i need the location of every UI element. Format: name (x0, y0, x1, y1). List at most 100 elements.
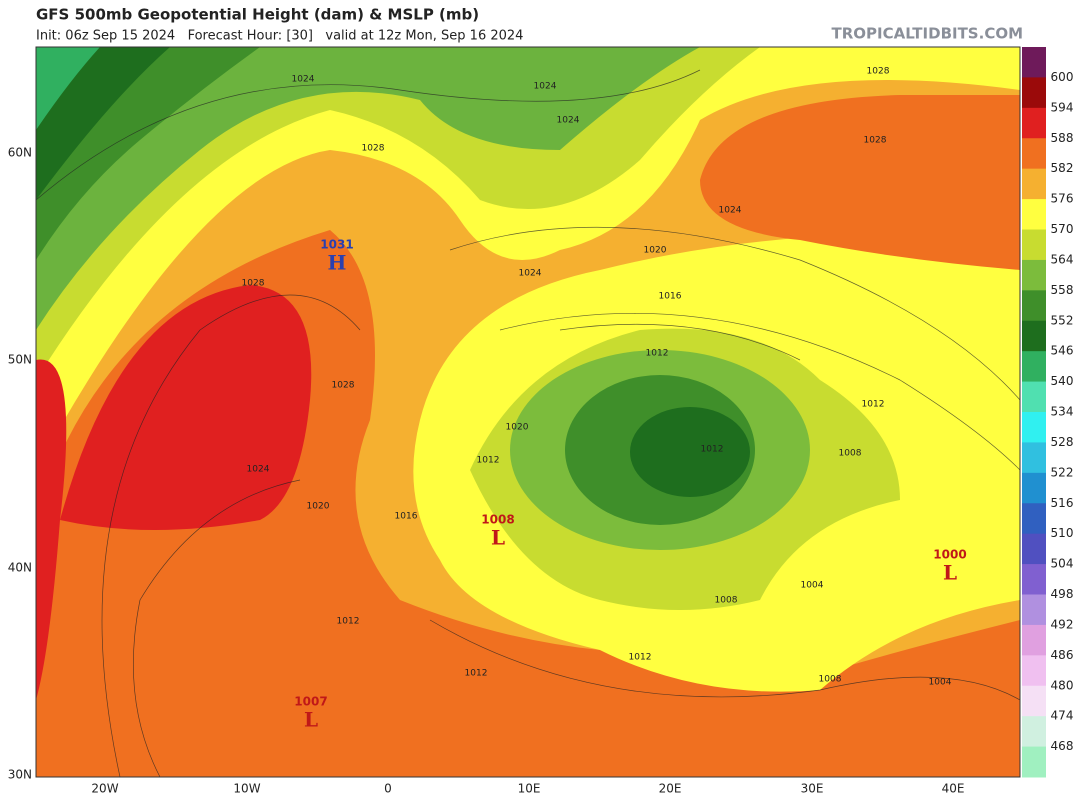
colorbar-cell (1022, 472, 1046, 504)
subtitle: Init: 06z Sep 15 2024 Forecast Hour: [30… (36, 29, 523, 44)
lon-label: 30E (801, 782, 824, 796)
colorbar-cell (1022, 685, 1046, 717)
isobar-label: 1028 (864, 136, 887, 146)
lat-label: 60N (8, 146, 32, 160)
colorbar-label: 480 (1051, 678, 1074, 692)
colorbar-label: 570 (1051, 222, 1074, 236)
colorbar-cell (1022, 746, 1046, 778)
lon-label: 10W (233, 782, 260, 796)
pressure-symbol: L (304, 708, 318, 732)
isobar-label: 1020 (307, 502, 330, 512)
map (35, 46, 1021, 778)
colorbar-label: 594 (1051, 100, 1074, 114)
colorbar-cell (1022, 564, 1046, 595)
pressure-symbol: L (491, 526, 505, 550)
lon-label: 10E (518, 782, 541, 796)
colorbar-label: 534 (1051, 405, 1074, 419)
colorbar-cell (1022, 381, 1046, 413)
colorbar-cell (1022, 351, 1046, 383)
colorbar-label: 564 (1051, 252, 1074, 266)
isobar-label: 1024 (719, 206, 742, 216)
colorbar-label: 498 (1051, 587, 1074, 601)
isobar-label: 1024 (292, 75, 315, 85)
colorbar-label: 540 (1051, 374, 1074, 388)
colorbar-cell (1022, 47, 1046, 78)
colorbar-cell (1022, 503, 1046, 535)
pressure-value: 1031 (320, 238, 353, 252)
isobar-label: 1012 (862, 400, 885, 410)
colorbar-label: 516 (1051, 496, 1074, 510)
colorbar-label: 576 (1051, 192, 1074, 206)
isobar-label: 1012 (646, 349, 669, 359)
isobar-label: 1028 (362, 144, 385, 154)
colorbar-label: 558 (1051, 283, 1074, 297)
lat-label: 40N (8, 561, 32, 575)
isobar-label: 1024 (557, 116, 580, 126)
isobar-label: 1016 (659, 292, 682, 302)
isobar-label: 1020 (506, 423, 529, 433)
colorbar-cell (1022, 168, 1046, 200)
colorbar-label: 600 (1051, 70, 1074, 84)
pressure-value: 1008 (481, 513, 514, 527)
isobar-label: 1024 (519, 269, 542, 279)
isobar-label: 1028 (242, 279, 265, 289)
isobar-label: 1024 (247, 465, 270, 475)
colorbar-cell (1022, 259, 1046, 291)
isobar-label: 1012 (337, 617, 360, 627)
colorbar-cell (1022, 594, 1046, 626)
colorbar-cell (1022, 290, 1046, 322)
pressure-value: 1007 (294, 695, 327, 709)
lat-label: 50N (8, 353, 32, 367)
colorbar-cell (1022, 77, 1046, 109)
colorbar-cell (1022, 107, 1046, 139)
isobar-label: 1012 (477, 456, 500, 466)
lon-label: 20E (659, 782, 682, 796)
isobar-label: 1008 (715, 596, 738, 606)
lon-label: 0 (384, 782, 392, 796)
colorbar-label: 510 (1051, 526, 1074, 540)
pressure-value: 1000 (933, 548, 966, 562)
colorbar-cell (1022, 624, 1046, 656)
colorbar-label: 582 (1051, 161, 1074, 175)
colorbar-label: 546 (1051, 344, 1074, 358)
isobar-label: 1012 (465, 669, 488, 679)
colorbar-label: 468 (1051, 739, 1074, 753)
colorbar-cell (1022, 533, 1046, 565)
pressure-symbol: L (943, 561, 957, 585)
isobar-label: 1016 (395, 512, 418, 522)
colorbar-cell (1022, 655, 1046, 687)
colorbar: 600 594 588 582 576 570 564 558 552 546 540 534 528 5… (1022, 47, 1073, 778)
pressure-symbol: H (328, 251, 347, 275)
isobar-label: 1008 (819, 675, 842, 685)
title: GFS 500mb Geopotential Height (dam) & MS… (36, 6, 479, 24)
isobar-label: 1020 (644, 246, 667, 256)
source: TROPICALTIDBITS.COM (832, 25, 1024, 43)
isobar-label: 1012 (629, 653, 652, 663)
lat-label: 30N (8, 768, 32, 782)
colorbar-label: 492 (1051, 617, 1074, 631)
colorbar-label: 528 (1051, 435, 1074, 449)
colorbar-cell (1022, 320, 1046, 352)
lon-label: 20W (91, 782, 118, 796)
colorbar-cell (1022, 442, 1046, 474)
isobar-label: 1004 (929, 678, 952, 688)
colorbar-label: 588 (1051, 131, 1074, 145)
colorbar-label: 552 (1051, 313, 1074, 327)
colorbar-label: 486 (1051, 648, 1074, 662)
colorbar-cell (1022, 229, 1046, 261)
colorbar-cell (1022, 716, 1046, 748)
colorbar-label: 504 (1051, 557, 1074, 571)
colorbar-cell (1022, 138, 1046, 170)
isobar-label: 1008 (839, 449, 862, 459)
colorbar-label: 474 (1051, 709, 1074, 723)
colorbar-cell (1022, 199, 1046, 230)
colorbar-cell (1022, 412, 1046, 443)
isobar-label: 1028 (332, 381, 355, 391)
isobar-label: 1012 (701, 445, 724, 455)
isobar-label: 1028 (867, 67, 890, 77)
isobar-label: 1024 (534, 82, 557, 92)
lon-label: 40E (942, 782, 965, 796)
isobar-label: 1004 (801, 581, 824, 591)
colorbar-label: 522 (1051, 465, 1074, 479)
